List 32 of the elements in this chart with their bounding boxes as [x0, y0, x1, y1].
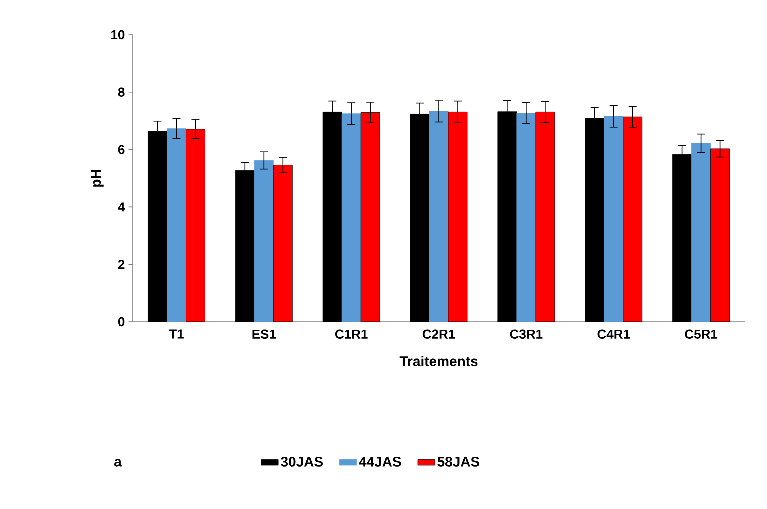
bar — [536, 112, 556, 322]
x-tick-label: T1 — [169, 330, 184, 339]
bar — [604, 116, 624, 322]
x-axis-title: Traitements — [400, 356, 478, 366]
bar — [322, 112, 342, 322]
x-tick-label: C4R1 — [598, 330, 630, 340]
x-tick-label: C2R1 — [422, 330, 456, 340]
bar — [410, 114, 430, 322]
bar — [623, 116, 643, 322]
y-tick-label: 8 — [118, 88, 125, 97]
bar — [429, 111, 449, 322]
y-tick-label: 0 — [118, 317, 125, 327]
legend-label: 44JAS — [359, 456, 402, 467]
bar — [516, 113, 536, 322]
x-tick-label: C1R1 — [335, 330, 368, 340]
legend-label: 58JAS — [438, 456, 480, 467]
bar — [692, 143, 711, 322]
text: a — [114, 459, 122, 467]
x-tick-label: ES1 — [252, 330, 276, 340]
bar — [672, 154, 692, 322]
y-tick-label: 4 — [118, 202, 126, 212]
bar — [167, 128, 186, 322]
legend-label: 30JAS — [281, 456, 323, 467]
bar — [342, 114, 362, 322]
bar — [448, 112, 468, 322]
bar — [254, 160, 274, 322]
y-tick-label: 10 — [112, 30, 125, 40]
y-tick-label: 2 — [118, 260, 125, 270]
x-tick-label: C3R1 — [510, 330, 543, 340]
y-axis-title: pH — [91, 170, 104, 187]
y-tick-label: 6 — [118, 145, 125, 154]
x-tick-label: C5R1 — [685, 330, 718, 340]
